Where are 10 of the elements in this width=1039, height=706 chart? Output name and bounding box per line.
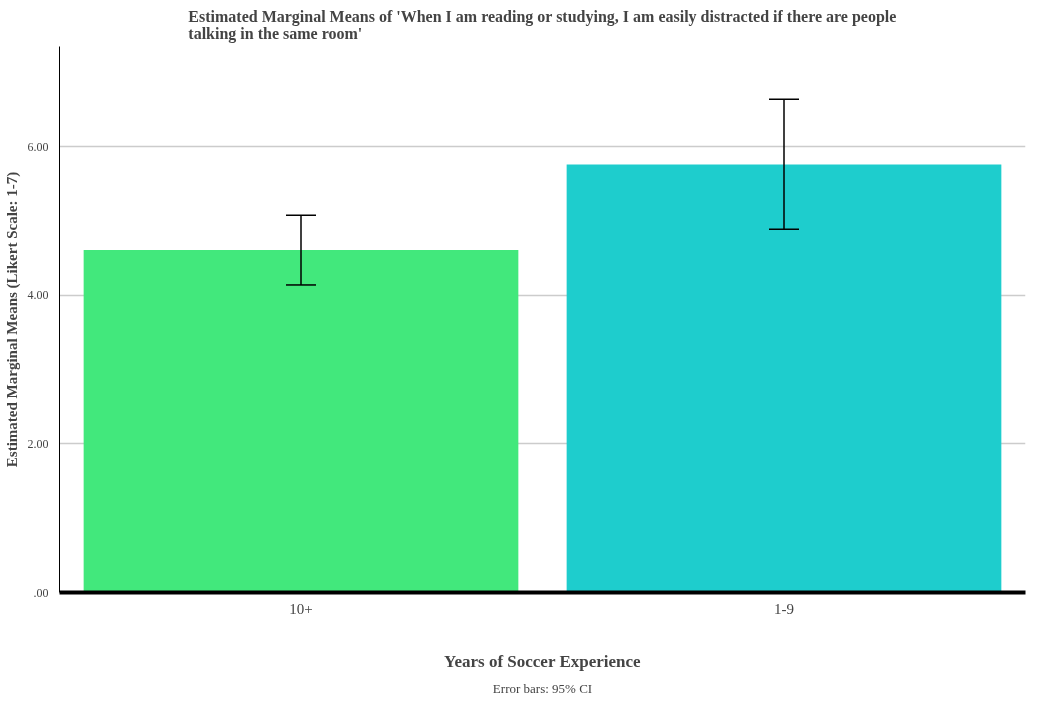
x-axis-title: Years of Soccer Experience — [444, 651, 642, 671]
y-tick-label: 6.00 — [27, 139, 49, 154]
y-axis-title: Estimated Marginal Means (Likert Scale: 1-7) — [3, 171, 21, 468]
y-tick-label: 2.00 — [27, 436, 49, 451]
x-tick-label: 10+ — [289, 600, 313, 617]
y-tick-label: .00 — [33, 585, 49, 600]
text: Error bars: 95% CI — [492, 680, 593, 696]
y-tick-label: 4.00 — [27, 288, 49, 303]
x-tick-label: 1-9 — [774, 600, 794, 617]
chart-title: Estimated Marginal Means of 'When I am reading or studying, I am easily distracted if there are people talking in the same room' — [188, 7, 897, 43]
